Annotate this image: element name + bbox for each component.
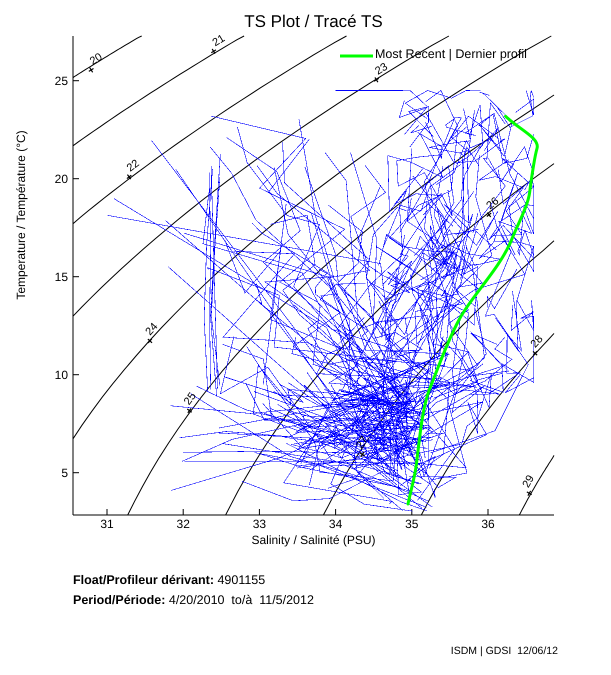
svg-text:35: 35 [405, 517, 419, 531]
svg-text:31: 31 [100, 517, 114, 531]
svg-text:24: 24 [143, 321, 160, 338]
svg-text:10: 10 [55, 368, 69, 382]
svg-text:36: 36 [481, 517, 495, 531]
svg-text:5: 5 [61, 466, 68, 480]
svg-text:33: 33 [253, 517, 267, 531]
svg-text:25: 25 [55, 74, 69, 88]
svg-text:25: 25 [182, 390, 199, 407]
svg-text:28: 28 [529, 333, 546, 350]
svg-text:20: 20 [55, 172, 69, 186]
svg-text:32: 32 [177, 517, 191, 531]
svg-text:15: 15 [55, 270, 69, 284]
svg-text:34: 34 [329, 517, 343, 531]
